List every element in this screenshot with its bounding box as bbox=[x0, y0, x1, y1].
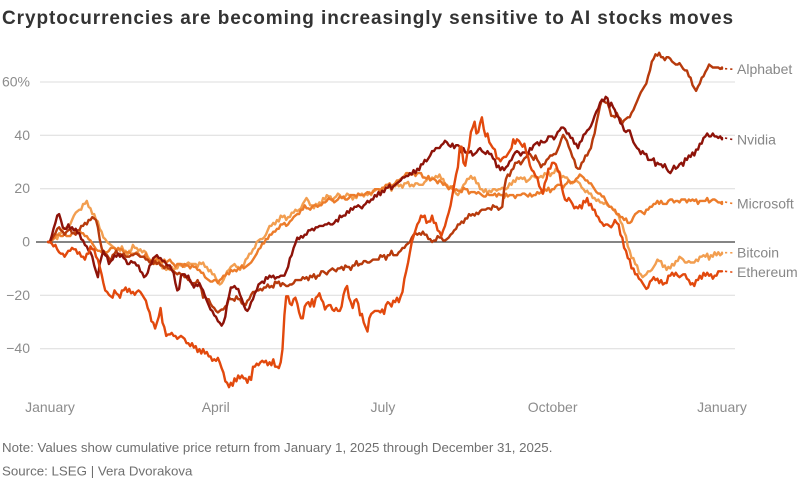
svg-text:−20: −20 bbox=[6, 287, 30, 303]
svg-text:Cryptocurrencies are becoming: Cryptocurrencies are becoming increasing… bbox=[2, 8, 734, 29]
svg-text:Alphabet: Alphabet bbox=[737, 61, 792, 77]
svg-text:Note: Values show cumulative p: Note: Values show cumulative price retur… bbox=[2, 440, 552, 455]
svg-text:20: 20 bbox=[14, 180, 30, 196]
svg-text:60%: 60% bbox=[2, 74, 30, 90]
svg-text:Source: LSEG | Vera Dvorakova: Source: LSEG | Vera Dvorakova bbox=[2, 464, 193, 479]
svg-text:January: January bbox=[25, 399, 75, 415]
svg-text:Microsoft: Microsoft bbox=[737, 196, 794, 212]
svg-text:April: April bbox=[202, 399, 230, 415]
svg-text:Ethereum: Ethereum bbox=[737, 264, 798, 280]
svg-text:January: January bbox=[697, 399, 747, 415]
svg-text:40: 40 bbox=[14, 127, 30, 143]
svg-text:Bitcoin: Bitcoin bbox=[737, 245, 779, 261]
svg-text:July: July bbox=[370, 399, 395, 415]
svg-text:−40: −40 bbox=[6, 340, 30, 356]
svg-text:0: 0 bbox=[22, 234, 30, 250]
svg-text:October: October bbox=[528, 399, 578, 415]
svg-text:Nvidia: Nvidia bbox=[737, 132, 776, 148]
